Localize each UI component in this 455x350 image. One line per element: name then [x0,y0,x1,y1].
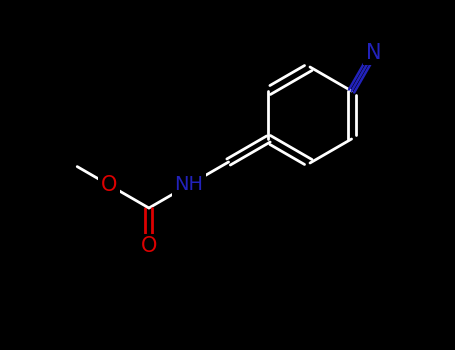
Text: O: O [101,175,117,195]
Text: N: N [366,43,381,63]
Text: O: O [141,236,157,256]
Text: NH: NH [174,175,203,195]
